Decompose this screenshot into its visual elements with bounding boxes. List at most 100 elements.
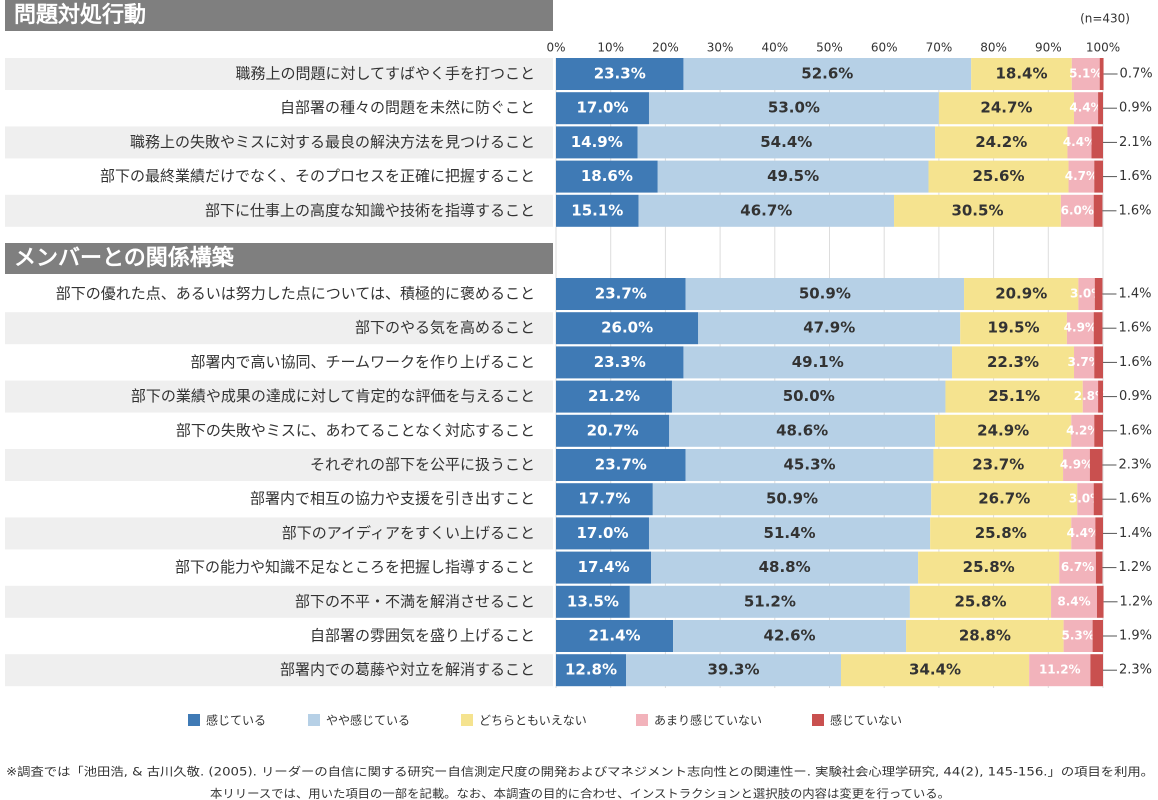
value-label: 1.2% [1120, 594, 1153, 609]
value-label: 48.8% [759, 558, 811, 576]
bar-segment [685, 278, 965, 310]
bar-segment [671, 380, 946, 413]
value-label: 23.3% [594, 353, 646, 371]
bar-segment [556, 551, 652, 584]
x-tick-label: 60% [871, 41, 898, 55]
value-label: 1.6% [1118, 321, 1151, 336]
legend-label: 感じている [206, 713, 266, 728]
value-label: 4.9% [1060, 458, 1093, 472]
row-band [5, 126, 553, 159]
bar-segment [657, 160, 929, 193]
bar-segment [960, 312, 1067, 345]
value-label: 2.3% [1119, 663, 1152, 678]
bar-segment [652, 483, 932, 516]
value-label: 23.3% [594, 65, 646, 83]
bar-segment [1098, 380, 1103, 413]
bar-segment [840, 654, 1030, 687]
value-label: 24.7% [980, 99, 1032, 117]
value-label: 20.9% [995, 285, 1047, 303]
value-label: 11.2% [1039, 663, 1081, 677]
bar-segment [1071, 517, 1096, 550]
value-label: 25.8% [963, 558, 1015, 576]
value-label: 18.6% [581, 167, 633, 185]
bar-segment [1068, 160, 1095, 193]
value-label: 48.6% [776, 421, 828, 439]
category-label: 部署内での葛藤や対立を解消すること [280, 661, 535, 679]
value-label: 20.7% [587, 421, 639, 439]
value-label: 52.6% [801, 65, 853, 83]
bar-segment [1091, 126, 1103, 159]
bar-segment [964, 278, 1079, 310]
category-label: それぞれの部下を公平に扱うこと [310, 456, 535, 474]
value-label: 24.9% [977, 421, 1029, 439]
value-label: 46.7% [740, 201, 792, 219]
section-header [5, 243, 553, 274]
value-label: 25.1% [988, 387, 1040, 405]
bar-segment [1051, 585, 1097, 618]
bar-segment [1029, 654, 1091, 687]
bar-segment [1092, 620, 1103, 652]
category-label: 部下に仕事上の高度な知識や技術を指導すること [205, 201, 535, 219]
category-label: 部署内で高い協同、チームワークを作り上げること [190, 353, 535, 371]
bar-segment [626, 654, 841, 687]
value-label: 0.9% [1119, 389, 1152, 404]
value-label: 2.1% [1119, 135, 1152, 150]
bar-segment [698, 312, 961, 345]
bar-segment [685, 449, 934, 481]
bar-segment [1082, 380, 1099, 413]
value-label: 12.8% [565, 661, 617, 679]
x-tick-label: 70% [926, 41, 953, 55]
section-title: メンバーとの関係構築 [14, 245, 235, 271]
value-label: 26.7% [978, 490, 1030, 508]
value-label: 4.4% [1069, 101, 1102, 115]
bar-segment [629, 585, 910, 618]
value-label: 0.9% [1119, 101, 1152, 116]
value-label: 2.3% [1118, 458, 1151, 473]
bar-segment [1074, 346, 1095, 379]
legend-swatch [812, 714, 824, 726]
row-band [5, 58, 553, 90]
row-band [5, 654, 553, 687]
value-label: 1.4% [1118, 287, 1151, 302]
bar-segment [1066, 312, 1094, 345]
value-label: 5.3% [1061, 629, 1094, 643]
bar-segment [556, 620, 674, 652]
bar-segment [1089, 449, 1103, 481]
row-band [5, 585, 553, 618]
bar-segment [1094, 346, 1103, 379]
bar-segment [1063, 620, 1093, 652]
value-label: 6.0% [1061, 203, 1094, 217]
bar-segment [935, 414, 1072, 447]
section-title: 問題対処行動 [14, 2, 146, 28]
value-label: 1.9% [1119, 629, 1152, 644]
bar-segment [1060, 194, 1094, 227]
value-label: 17.0% [576, 524, 628, 542]
value-label: 1.4% [1119, 526, 1152, 541]
x-tick-label: 0% [546, 41, 565, 55]
value-label: 1.6% [1119, 423, 1152, 438]
value-label: 13.5% [567, 592, 619, 610]
row-band [5, 194, 553, 227]
bar-segment [556, 414, 670, 447]
category-label: 部下の優れた点、あるいは努力した点については、積極的に褒めること [56, 285, 535, 303]
value-label: 21.2% [588, 387, 640, 405]
value-label: 8.4% [1057, 594, 1090, 608]
bar-segment [1093, 194, 1103, 227]
value-label: 23.7% [595, 285, 647, 303]
value-label: 25.6% [972, 167, 1024, 185]
value-label: 1.6% [1118, 492, 1151, 507]
bar-segment [637, 126, 936, 159]
value-label: 4.4% [1067, 526, 1100, 540]
value-label: 15.1% [571, 201, 623, 219]
category-label: 職務上の問題に対してすばやく手を打つこと [235, 65, 535, 83]
value-label: 6.7% [1061, 560, 1094, 574]
bar-segment [556, 517, 649, 550]
bar-segment [556, 654, 627, 687]
legend-swatch [188, 714, 200, 726]
bar-segment [1093, 483, 1103, 516]
bar-segment [1059, 551, 1096, 584]
value-label: 49.5% [767, 167, 819, 185]
value-label: 54.4% [760, 133, 812, 151]
legend-swatch [636, 714, 648, 726]
